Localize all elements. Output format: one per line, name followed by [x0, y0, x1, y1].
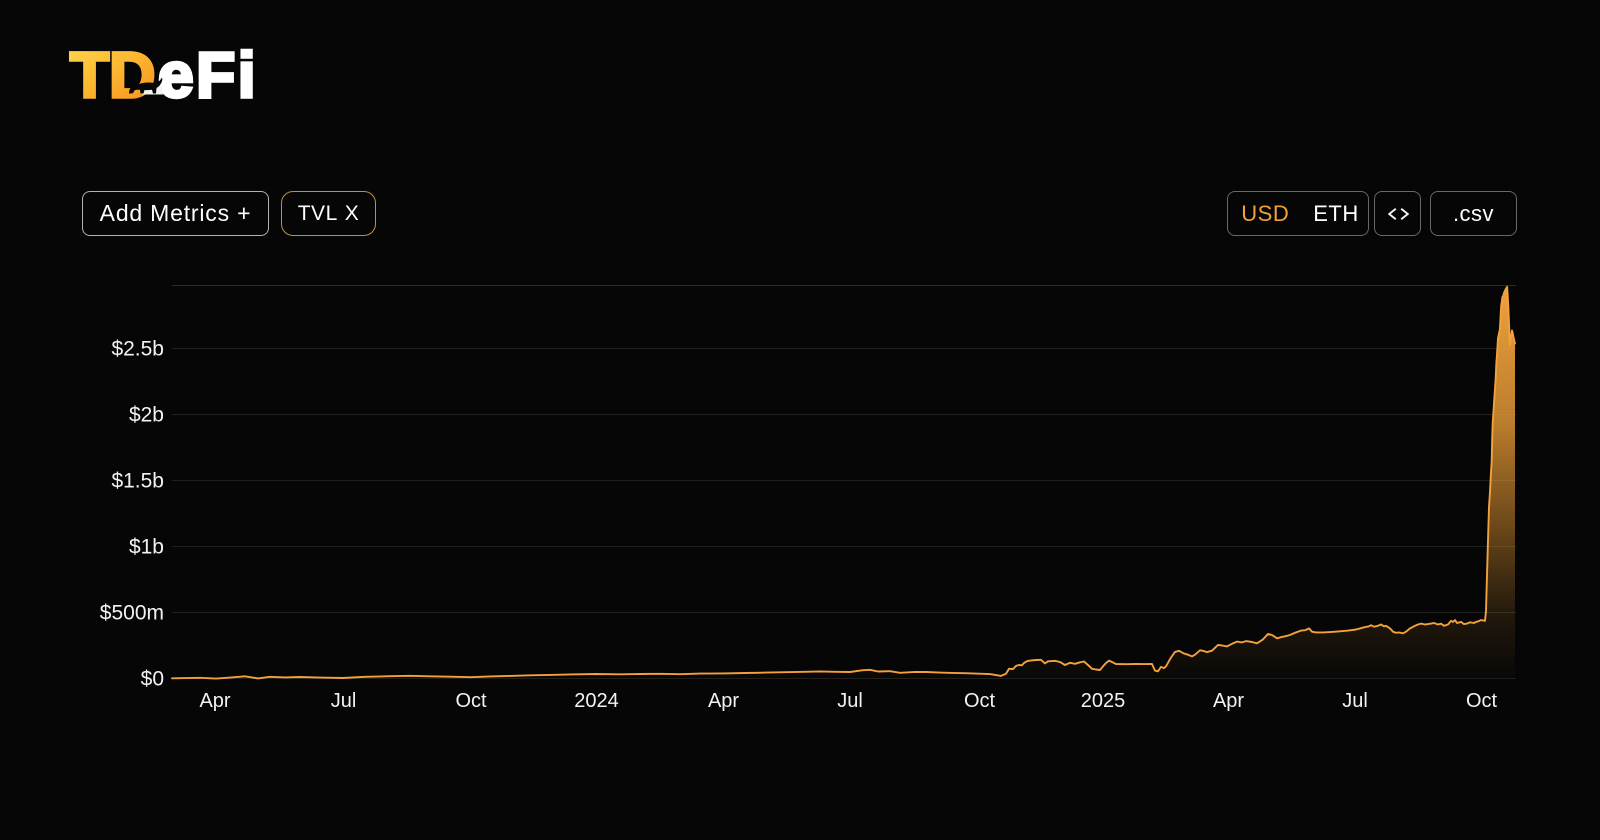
- svg-text:Jul: Jul: [837, 690, 863, 712]
- svg-text:$1.5b: $1.5b: [111, 470, 164, 493]
- svg-text:Jul: Jul: [1342, 690, 1368, 712]
- svg-text:Oct: Oct: [964, 690, 996, 712]
- svg-text:TD: TD: [70, 44, 155, 102]
- svg-text:$0: $0: [141, 668, 164, 691]
- svg-text:$1b: $1b: [129, 536, 164, 559]
- svg-text:Jul: Jul: [331, 690, 357, 712]
- svg-text:2025: 2025: [1081, 690, 1126, 712]
- svg-text:$2b: $2b: [129, 404, 164, 427]
- svg-text:Oct: Oct: [1466, 690, 1498, 712]
- svg-text:$2.5b: $2.5b: [111, 338, 164, 361]
- svg-text:2024: 2024: [574, 690, 619, 712]
- svg-text:Apr: Apr: [199, 690, 230, 712]
- svg-text:Apr: Apr: [708, 690, 739, 712]
- svg-text:Oct: Oct: [455, 690, 487, 712]
- svg-text:eFi: eFi: [158, 44, 258, 102]
- svg-text:$500m: $500m: [100, 602, 164, 625]
- svg-text:Apr: Apr: [1213, 690, 1244, 712]
